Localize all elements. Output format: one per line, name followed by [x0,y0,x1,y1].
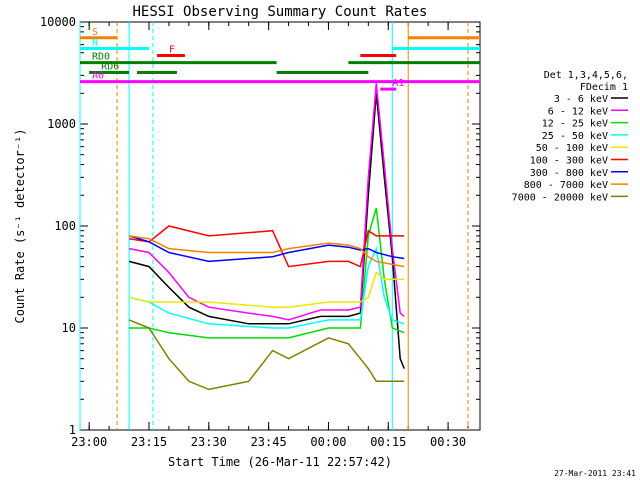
flag-label: A0 [92,71,104,82]
x-tick-label: 00:15 [370,435,406,449]
series-line [128,319,405,391]
y-tick-label: 1000 [47,117,76,131]
flag-label: N [92,37,98,48]
series-line [128,235,405,268]
x-tick-label: 00:00 [310,435,346,449]
flag-label: RD0 [92,52,110,63]
x-tick-labels: 23:00 23:15 23:30 23:45 00:00 00:15 00:30 [71,435,466,449]
series-line [128,235,405,263]
legend-label: 25 - 50 keV [542,131,608,142]
y-tick-labels: 1 10 100 1000 10000 [40,15,76,437]
legend-label: 50 - 100 keV [536,143,608,154]
x-tick-label: 23:45 [251,435,287,449]
y-tick-label: 10 [62,321,76,335]
series-line [128,93,405,369]
flag-label: RD6 [101,61,119,72]
legend-header: FDecim 1 [580,82,628,93]
x-tick-label: 00:30 [430,435,466,449]
plot-frame [79,21,481,431]
series-line [129,207,405,339]
series-line [128,83,405,321]
flag-label: S [92,27,98,38]
series-line [128,246,405,329]
x-tick-label: 23:30 [191,435,227,449]
legend-label: 6 - 12 keV [548,106,608,117]
y-axis-label: Count Rate (s⁻¹ detector⁻¹) [13,128,27,323]
legend-label: 800 - 7000 keV [524,180,608,191]
x-axis-label: Start Time (26-Mar-11 22:57:42) [168,455,392,469]
tick-marks [80,21,480,431]
series-line [128,271,405,308]
x-tick-label: 23:00 [71,435,107,449]
vertical-markers [79,22,469,430]
x-tick-label: 23:15 [131,435,167,449]
y-tick-label: 100 [54,219,76,233]
y-tick-label: 10000 [40,15,76,29]
legend-label: 12 - 25 keV [542,119,608,130]
timestamp: 27-Mar-2011 23:41 [554,469,636,478]
legend-label: 3 - 6 keV [554,94,608,105]
legend-label: 300 - 800 keV [530,168,608,179]
legend-header: Det 1,3,4,5,6, [544,70,628,81]
flag-label: F [169,44,175,55]
legend-label: 100 - 300 keV [530,156,608,167]
legend-label: 7000 - 20000 keV [512,192,608,203]
series-line [128,225,405,268]
y-tick-label: 1 [69,423,76,437]
flag-label: A1 [392,78,404,89]
series-lines [128,83,405,391]
chart-title: HESSI Observing Summary Count Rates [132,4,427,20]
